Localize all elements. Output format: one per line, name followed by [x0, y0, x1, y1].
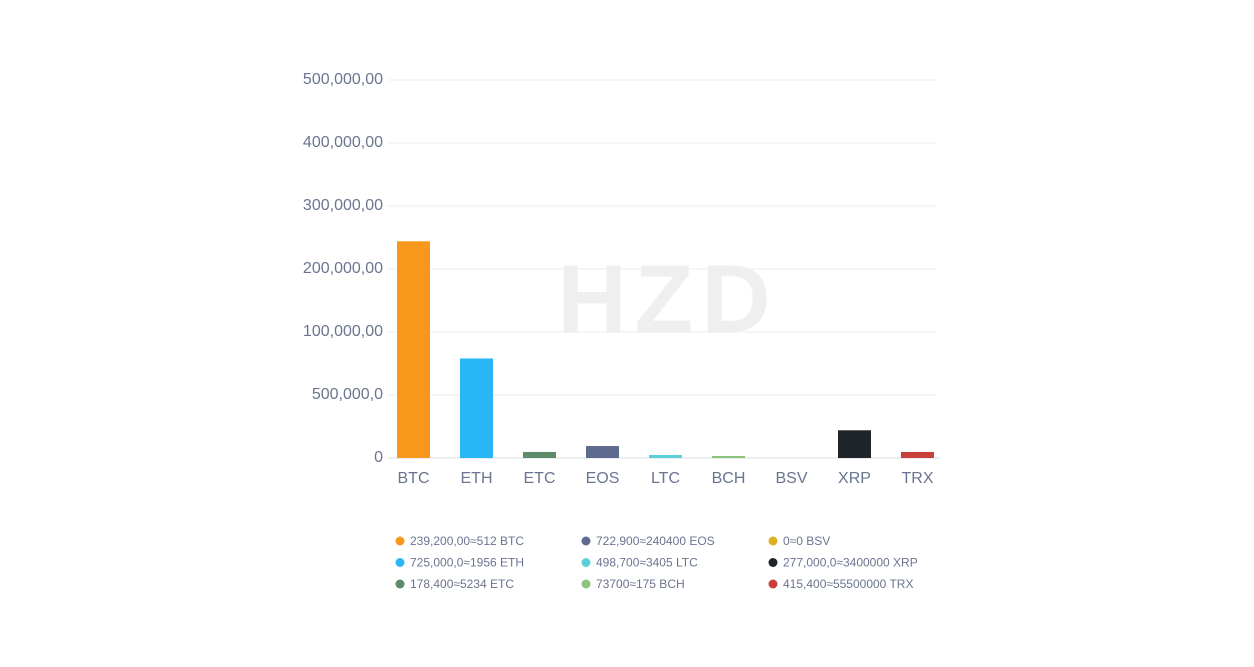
legend-label: 239,200,00≈512 BTC: [410, 534, 524, 548]
legend-label: 725,000,0≈1956 ETH: [410, 556, 524, 570]
x-tick-label: TRX: [902, 470, 934, 487]
y-tick-label: 500,000,00: [303, 71, 383, 88]
bar: [397, 241, 430, 458]
legend-label: 498,700≈3405 LTC: [596, 556, 698, 570]
bar: [460, 358, 493, 458]
x-tick-label: ETC: [524, 470, 556, 487]
legend-label: 415,400≈55500000 TRX: [783, 577, 913, 591]
y-tick-label: 400,000,00: [303, 134, 383, 151]
legend-label: 722,900≈240400 EOS: [596, 534, 715, 548]
y-tick-label: 500,000,0: [312, 386, 383, 403]
x-tick-label: LTC: [651, 470, 680, 487]
x-tick-label: XRP: [838, 470, 871, 487]
legend-label: 73700≈175 BCH: [596, 577, 685, 591]
legend-marker: [768, 579, 778, 589]
y-tick-label: 100,000,00: [303, 323, 383, 340]
bar: [586, 446, 619, 458]
legend-marker: [581, 558, 591, 567]
legend-marker: [768, 536, 778, 546]
x-tick-label: BSV: [775, 470, 807, 487]
bar: [712, 455, 745, 458]
y-tick-label: 0: [374, 449, 383, 466]
legend-marker: [768, 558, 778, 567]
legend-marker: [395, 558, 405, 567]
legend-label: 178,400≈5234 ETC: [410, 577, 514, 591]
x-tick-label: BTC: [398, 470, 430, 487]
y-tick-label: 200,000,00: [303, 260, 383, 277]
y-tick-label: 300,000,00: [303, 197, 383, 214]
x-tick-label: BCH: [712, 470, 746, 487]
x-tick-label: ETH: [461, 470, 493, 487]
bar: [838, 430, 871, 458]
bar: [523, 451, 556, 458]
legend-marker: [395, 579, 405, 589]
x-tick-label: EOS: [586, 470, 620, 487]
legend-label: 0≈0 BSV: [783, 534, 830, 548]
watermark: HZD: [557, 245, 778, 352]
legend-marker: [395, 536, 405, 546]
bar: [901, 451, 934, 458]
bar: [649, 454, 682, 458]
legend-marker: [581, 536, 591, 546]
legend-marker: [581, 579, 591, 589]
legend-label: 277,000,0≈3400000 XRP: [783, 556, 918, 570]
